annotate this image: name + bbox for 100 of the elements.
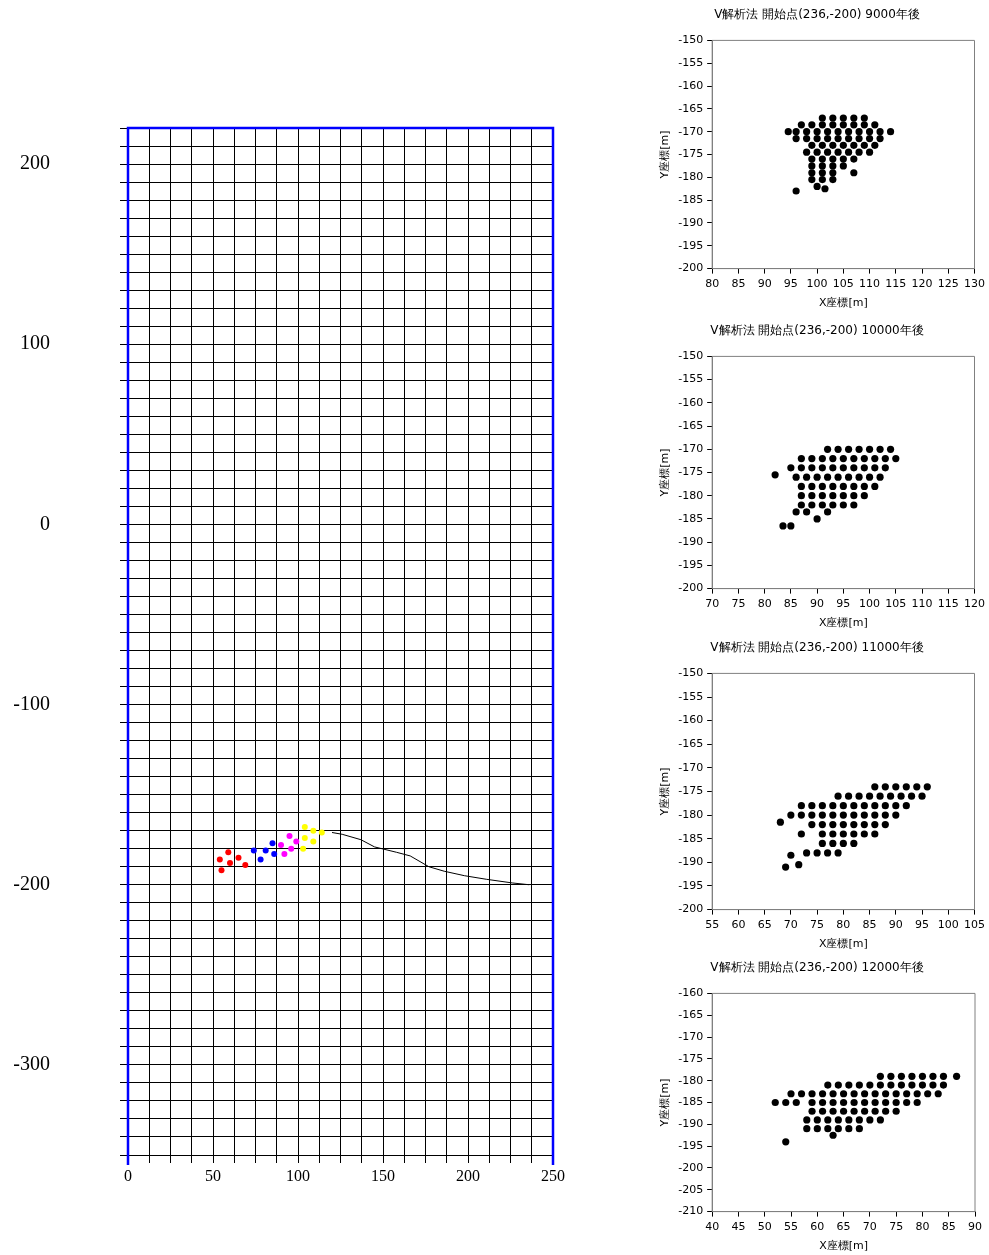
x-tick-label: 125 bbox=[937, 277, 959, 291]
y-axis-title: Y座標[m] bbox=[658, 767, 672, 817]
x-tick-label: 115 bbox=[885, 277, 907, 291]
x-tick-label: 100 bbox=[937, 918, 959, 932]
x-tick-label: 105 bbox=[885, 597, 907, 611]
x-tick-label: 60 bbox=[810, 1220, 825, 1234]
x-tick-label: 100 bbox=[859, 597, 881, 611]
x-tick-label: 100 bbox=[806, 277, 828, 291]
y-tick-label: -160 bbox=[678, 395, 704, 409]
x-tick-label: 110 bbox=[911, 597, 933, 611]
x-axis-title: X座標[m] bbox=[818, 937, 868, 951]
y-tick-label: -210 bbox=[678, 1204, 704, 1218]
x-tick-label: 45 bbox=[731, 1220, 746, 1234]
x-tick-label: 90 bbox=[757, 277, 772, 291]
x-tick-label: 80 bbox=[705, 277, 720, 291]
x-axis-title: X座標[m] bbox=[818, 616, 868, 630]
x-tick-label: 70 bbox=[705, 597, 720, 611]
x-tick-label: 75 bbox=[810, 918, 825, 932]
x-tick-label: 40 bbox=[705, 1220, 720, 1234]
x-tick-label: 85 bbox=[783, 597, 798, 611]
x-tick-label: 70 bbox=[862, 1220, 877, 1234]
y-tick-label: -160 bbox=[678, 78, 704, 92]
y-tick-label: -170 bbox=[678, 124, 704, 138]
x-tick-label: 250 bbox=[541, 1166, 565, 1184]
x-tick-label: 110 bbox=[859, 277, 881, 291]
x-axis-title: X座標[m] bbox=[819, 1239, 868, 1253]
x-tick-label: 50 bbox=[757, 1220, 772, 1234]
y-tick-label: -165 bbox=[678, 1008, 704, 1022]
y-tick-label: -185 bbox=[678, 193, 704, 206]
y-tick-label: -200 bbox=[678, 1160, 704, 1174]
y-tick-label: -160 bbox=[678, 713, 704, 727]
y-tick-label: -175 bbox=[678, 465, 704, 479]
x-tick-label: 100 bbox=[286, 1166, 310, 1184]
y-tick-label: -165 bbox=[678, 101, 704, 115]
x-tick-label: 50 bbox=[205, 1166, 221, 1184]
y-tick-label: -150 bbox=[678, 666, 704, 680]
y-tick-label: -155 bbox=[678, 372, 704, 386]
y-tick-label: -165 bbox=[678, 737, 704, 751]
x-tick-label: 85 bbox=[941, 1220, 956, 1234]
y-tick-label: -195 bbox=[678, 558, 704, 572]
x-tick-label: 75 bbox=[731, 597, 746, 611]
x-tick-label: 80 bbox=[836, 918, 851, 932]
x-tick-label: 70 bbox=[783, 918, 798, 932]
x-tick-label: 105 bbox=[964, 918, 985, 932]
x-tick-label: 150 bbox=[371, 1166, 395, 1184]
y-tick-label: -180 bbox=[678, 170, 704, 184]
chart-title: V解析法 開始点(236,-200) 11000年後 bbox=[710, 640, 924, 655]
y-tick-label: -185 bbox=[678, 831, 704, 845]
x-tick-label: 85 bbox=[731, 277, 746, 291]
y-tick-label: -190 bbox=[678, 215, 704, 229]
x-tick-label: 75 bbox=[889, 1220, 904, 1234]
x-tick-label: 80 bbox=[757, 597, 772, 611]
x-tick-label: 90 bbox=[888, 918, 903, 932]
x-tick-label: 65 bbox=[757, 918, 772, 932]
y-tick-label: -170 bbox=[678, 760, 704, 774]
y-tick-label: -200 bbox=[13, 871, 50, 894]
x-tick-label: 90 bbox=[968, 1220, 982, 1234]
x-tick-label: 85 bbox=[862, 918, 877, 932]
y-tick-label: -200 bbox=[678, 261, 704, 275]
y-tick-label: -175 bbox=[678, 784, 704, 798]
x-tick-label: 120 bbox=[911, 277, 933, 291]
y-tick-label: -170 bbox=[678, 442, 704, 456]
y-tick-label: -180 bbox=[678, 1073, 704, 1087]
x-tick-label: 80 bbox=[915, 1220, 930, 1234]
y-tick-label: -195 bbox=[678, 878, 704, 892]
y-tick-label: -195 bbox=[678, 238, 704, 252]
y-tick-label: -160 bbox=[678, 986, 704, 1000]
y-tick-label: -190 bbox=[678, 535, 704, 549]
x-tick-label: 60 bbox=[731, 918, 746, 932]
y-tick-label: -195 bbox=[678, 1139, 704, 1152]
x-tick-label: 55 bbox=[784, 1220, 799, 1234]
y-tick-label: 100 bbox=[20, 331, 50, 354]
x-tick-label: 115 bbox=[937, 597, 959, 611]
y-tick-label: -155 bbox=[678, 56, 704, 70]
y-tick-label: -185 bbox=[678, 511, 704, 525]
y-tick-label: -150 bbox=[678, 349, 704, 363]
x-tick-label: 105 bbox=[832, 277, 854, 291]
y-tick-label: -100 bbox=[13, 691, 50, 714]
y-tick-label: -180 bbox=[678, 488, 704, 502]
x-axis-title: X座標[m] bbox=[818, 296, 868, 310]
y-tick-label: 200 bbox=[20, 151, 50, 174]
y-tick-label: -155 bbox=[678, 689, 704, 703]
y-tick-label: -165 bbox=[678, 418, 704, 432]
x-tick-label: 130 bbox=[964, 277, 985, 291]
x-tick-label: 65 bbox=[836, 1220, 851, 1234]
y-tick-label: -170 bbox=[678, 1029, 704, 1043]
y-tick-label: -185 bbox=[678, 1095, 704, 1109]
x-tick-label: 200 bbox=[456, 1166, 480, 1184]
x-tick-label: 90 bbox=[810, 597, 825, 611]
y-tick-label: -200 bbox=[678, 902, 704, 916]
chart-title: V解析法 開始点(236,-200) 9000年後 bbox=[714, 7, 920, 22]
x-tick-label: 0 bbox=[124, 1166, 132, 1184]
y-tick-label: -190 bbox=[678, 1117, 704, 1131]
y-tick-label: -180 bbox=[678, 807, 704, 821]
y-axis-title: Y座標[m] bbox=[658, 448, 672, 498]
y-axis-title: Y座標[m] bbox=[658, 1078, 672, 1128]
x-tick-label: 95 bbox=[915, 918, 930, 932]
x-tick-label: 120 bbox=[964, 597, 985, 611]
y-tick-label: -300 bbox=[13, 1052, 50, 1075]
y-tick-label: -190 bbox=[678, 855, 704, 869]
